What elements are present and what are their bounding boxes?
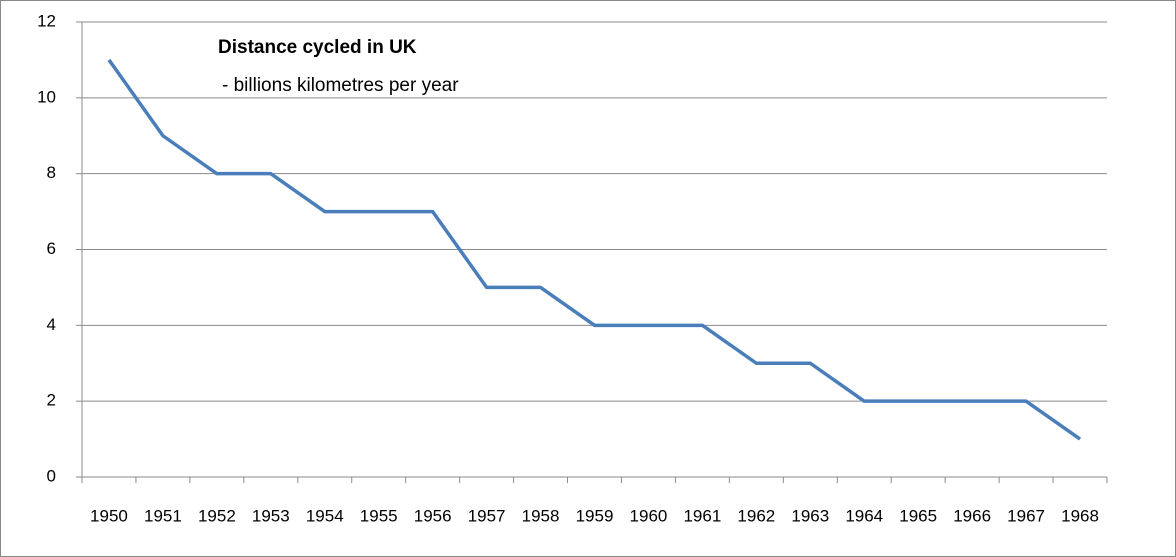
y-tick-label: 4 [47,315,56,334]
x-tick-label: 1954 [306,506,344,525]
x-tick-label: 1955 [360,506,398,525]
x-tick-label: 1951 [144,506,182,525]
x-tick-label: 1963 [791,506,829,525]
x-tick-label: 1966 [953,506,991,525]
x-tick-label: 1959 [576,506,614,525]
x-tick-label: 1967 [1007,506,1045,525]
x-tick-label: 1958 [522,506,560,525]
x-tick-label: 1968 [1061,506,1099,525]
x-tick-label: 1956 [414,506,452,525]
y-tick-label: 6 [47,239,56,258]
chart-subtitle: - billions kilometres per year [222,75,459,96]
x-tick-label: 1952 [198,506,236,525]
x-tick-label: 1953 [252,506,290,525]
y-tick-label: 2 [47,391,56,410]
x-tick-label: 1961 [683,506,721,525]
x-tick-label: 1960 [630,506,668,525]
y-tick-label: 10 [37,87,56,106]
x-tick-label: 1962 [737,506,775,525]
y-tick-label: 0 [47,466,56,485]
x-tick-label: 1965 [899,506,937,525]
y-tick-label: 12 [37,11,56,30]
x-tick-label: 1957 [468,506,506,525]
x-tick-label: 1964 [845,506,883,525]
chart-title: Distance cycled in UK [218,37,417,58]
data-line [107,58,1082,441]
y-tick-label: 8 [47,163,56,182]
x-tick-label: 1950 [90,506,128,525]
